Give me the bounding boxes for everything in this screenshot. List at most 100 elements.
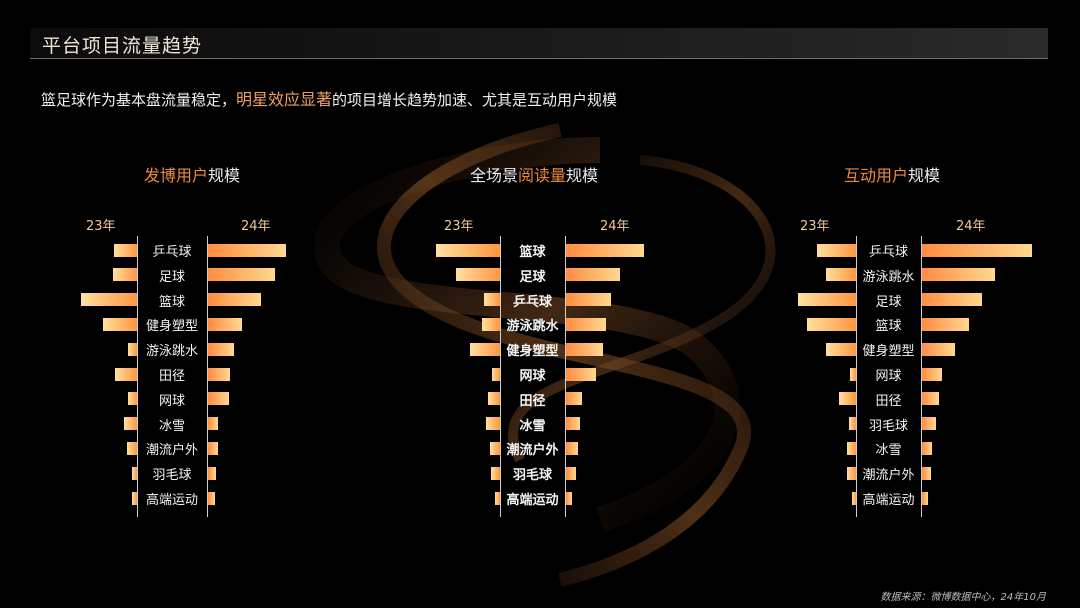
bar-23 — [852, 491, 856, 505]
category-label: 足球 — [875, 294, 902, 310]
category-label: 乒乓球 — [868, 245, 908, 260]
axis-line-right — [207, 236, 208, 517]
bar-23 — [488, 392, 500, 406]
bar-24 — [566, 392, 582, 406]
year-label-left: 23年 — [86, 219, 116, 234]
bar-23 — [132, 466, 137, 480]
category-label: 潮流户外 — [145, 443, 198, 459]
bar-23 — [128, 342, 137, 356]
axis-line-right — [565, 236, 566, 517]
bar-23 — [491, 466, 500, 480]
chart-title: 发博用户规模 — [22, 162, 362, 186]
category-label: 健身塑型 — [145, 319, 198, 335]
bar-24 — [566, 268, 621, 282]
bar-23 — [484, 293, 500, 307]
category-label: 足球 — [519, 269, 546, 285]
chart-title-prefix: 全场景 — [469, 166, 518, 185]
category-label: 篮球 — [519, 245, 546, 260]
year-label-left: 23年 — [444, 219, 474, 234]
bar-24 — [208, 466, 216, 480]
header-divider — [30, 58, 1048, 59]
category-label: 高端运动 — [506, 493, 559, 508]
category-label: 羽毛球 — [152, 468, 192, 484]
bar-23 — [132, 491, 137, 505]
chart-interact-users: 互动用户规模 23年 24年 乒乓球 游泳跳水 足球 篮球 健身塑型 网球 田径 羽毛球 冰雪潮… — [724, 150, 1064, 530]
chart-title-highlight: 发博用户 — [143, 166, 208, 185]
year-label-right: 24年 — [241, 219, 271, 234]
bar-23 — [807, 317, 856, 331]
chart-title: 全场景阅读量规模 — [364, 162, 704, 186]
bar-23 — [485, 417, 500, 431]
page-title: 平台项目流量趋势 — [42, 35, 203, 57]
bar-24 — [208, 392, 229, 406]
bar-24 — [208, 243, 286, 257]
chart-title: 互动用户规模 — [722, 162, 1062, 186]
bar-23 — [847, 466, 856, 480]
year-label-left: 23年 — [800, 219, 830, 234]
category-label: 田径 — [519, 393, 546, 409]
subtitle-text: 篮足球作为基本盘流量稳定， — [41, 91, 237, 109]
bar-23 — [826, 342, 856, 356]
bar-24 — [922, 268, 995, 282]
year-label-right: 24年 — [956, 219, 986, 234]
subtitle: 篮足球作为基本盘流量稳定，明星效应显著的项目增长趋势加速、尤其是互动用户规模 — [41, 86, 617, 110]
category-label: 网球 — [519, 369, 546, 384]
bar-24 — [566, 293, 611, 307]
bar-24 — [208, 491, 216, 505]
bar-24 — [208, 268, 276, 282]
bar-24 — [922, 466, 931, 480]
bar-23 — [492, 367, 500, 381]
category-label: 冰雪 — [158, 418, 185, 434]
bar-23 — [470, 342, 500, 356]
category-label: 网球 — [158, 393, 185, 409]
category-label: 篮球 — [875, 319, 902, 335]
bar-23 — [816, 243, 856, 257]
bar-23 — [124, 417, 137, 431]
bar-24 — [208, 293, 261, 307]
chart-reads: 全场景阅读量规模 23年 24年 篮球 足球 乒乓球 游泳跳水 健身塑型 网球 田径 冰雪 潮流… — [372, 150, 712, 530]
bar-23 — [849, 367, 856, 381]
bar-24 — [566, 367, 597, 381]
header-band — [30, 28, 1048, 58]
category-label: 足球 — [158, 269, 185, 285]
bar-23 — [839, 392, 856, 406]
bar-24 — [566, 342, 603, 356]
bar-23 — [489, 441, 500, 455]
category-label: 羽毛球 — [512, 468, 552, 484]
bar-24 — [922, 293, 982, 307]
bar-23 — [436, 243, 500, 257]
category-label: 冰雪 — [875, 443, 902, 459]
category-label: 潮流户外 — [862, 468, 915, 484]
bar-23 — [847, 441, 856, 455]
bar-24 — [922, 243, 1032, 257]
bar-24 — [922, 392, 939, 406]
category-label: 田径 — [158, 369, 185, 384]
bar-23 — [113, 268, 137, 282]
axis-line-right — [921, 236, 922, 517]
bar-24 — [208, 367, 230, 381]
category-label: 乒乓球 — [512, 294, 552, 310]
category-label: 网球 — [875, 369, 902, 384]
data-source-note: 数据来源：微博数据中心，24年10月 — [880, 592, 1046, 603]
bar-24 — [566, 417, 581, 431]
chart-title-highlight: 互动用户 — [843, 166, 908, 185]
bar-23 — [127, 441, 137, 455]
category-label: 游泳跳水 — [145, 344, 198, 360]
category-label: 健身塑型 — [506, 344, 559, 360]
bar-23 — [848, 417, 856, 431]
bar-24 — [922, 491, 928, 505]
chart-post-users: 发博用户规模 23年 24年 乒乓球 足球 篮球 健身塑型 游泳跳水 田径 网球 冰雪 潮流户外… — [20, 150, 360, 530]
chart-title-rest: 规模 — [566, 166, 599, 185]
bar-24 — [922, 417, 936, 431]
bar-24 — [566, 466, 577, 480]
bar-23 — [128, 392, 137, 406]
bar-23 — [103, 317, 137, 331]
category-label: 高端运动 — [145, 493, 198, 508]
bar-24 — [566, 441, 578, 455]
bar-24 — [922, 342, 955, 356]
axis-line-left — [500, 236, 501, 517]
bar-23 — [113, 243, 137, 257]
axis-line-left — [856, 236, 857, 517]
bar-23 — [826, 268, 856, 282]
